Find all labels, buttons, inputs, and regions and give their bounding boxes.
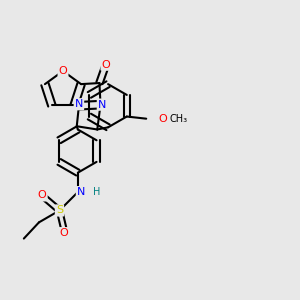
Text: N: N: [77, 187, 85, 197]
Text: N: N: [75, 99, 83, 109]
Text: O: O: [38, 190, 46, 200]
Text: O: O: [101, 60, 110, 70]
Text: O: O: [58, 66, 68, 76]
Text: O: O: [59, 228, 68, 238]
Text: N: N: [98, 100, 106, 110]
Text: CH₃: CH₃: [170, 114, 188, 124]
Text: O: O: [158, 114, 167, 124]
Text: S: S: [56, 206, 63, 215]
Text: H: H: [92, 187, 100, 197]
